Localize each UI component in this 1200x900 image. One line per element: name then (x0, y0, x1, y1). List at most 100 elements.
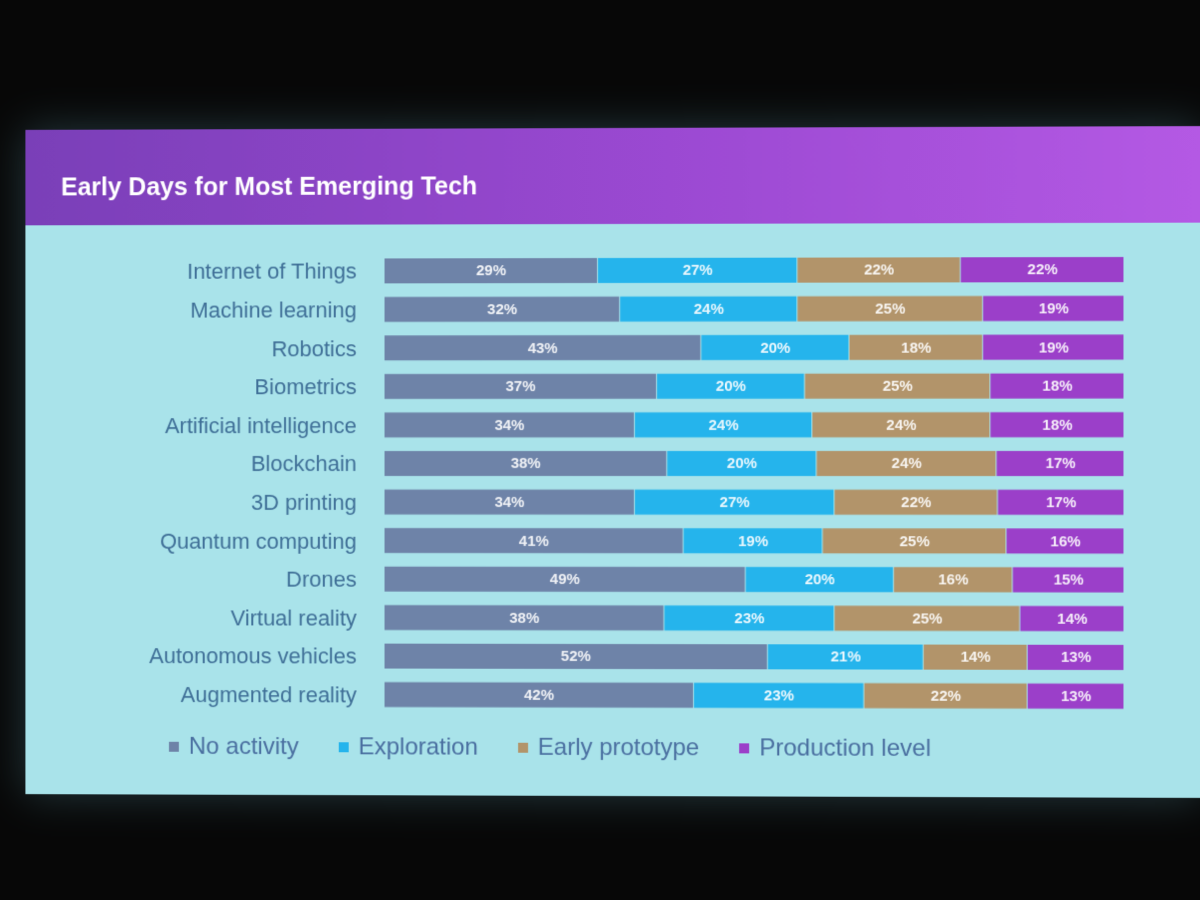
data-label: 13% (1061, 688, 1091, 705)
legend-swatch (739, 743, 750, 754)
legend-swatch (168, 741, 179, 752)
data-label: 32% (487, 301, 517, 318)
bar-segment (384, 489, 634, 515)
data-label: 27% (683, 262, 713, 279)
bar-segment (767, 644, 923, 670)
data-label: 23% (764, 687, 794, 704)
data-label: 19% (1039, 339, 1069, 356)
data-label: 25% (875, 301, 905, 318)
bar-segment (983, 334, 1124, 360)
data-label: 25% (900, 533, 930, 550)
legend-item: Production level (739, 734, 931, 763)
bar-segment (657, 373, 804, 399)
category-label: Autonomous vehicles (149, 644, 357, 669)
data-label: 49% (550, 571, 580, 588)
category-label: 3D printing (251, 490, 357, 515)
data-label: 22% (931, 688, 961, 705)
category-label: Robotics (272, 336, 357, 361)
data-label: 38% (511, 455, 541, 472)
bar-segment (385, 334, 700, 362)
legend-label: No activity (188, 732, 299, 761)
bar-segment (834, 605, 1020, 632)
stacked-bar-chart: Internet of Things 29% 27% 22% 22% Machine le… (149, 256, 1124, 709)
bar-segment (864, 683, 1027, 709)
data-label: 38% (509, 610, 539, 627)
data-label: 20% (727, 455, 757, 472)
bar-segment (667, 450, 816, 477)
bar-segment (598, 257, 797, 284)
data-label: 24% (886, 417, 916, 434)
bar-segment (1006, 528, 1124, 554)
data-label: 37% (506, 378, 536, 395)
data-label: 21% (831, 649, 861, 666)
bar-segment (797, 257, 960, 283)
legend-item: Exploration (338, 733, 478, 761)
bar-segment (816, 450, 996, 477)
bar-segment (634, 412, 812, 438)
data-label: 34% (495, 417, 525, 434)
bar-segment (983, 295, 1124, 322)
legend-label: Production level (759, 734, 931, 762)
data-label: 41% (519, 533, 549, 550)
bar-segment (385, 412, 634, 439)
data-label: 15% (1053, 572, 1083, 589)
data-label: 18% (901, 339, 931, 356)
data-label: 17% (1046, 494, 1076, 511)
bar-segment (1027, 644, 1124, 671)
category-label: Virtual reality (231, 605, 357, 630)
data-label: 16% (938, 572, 968, 589)
bar-segment (990, 412, 1124, 438)
data-label: 16% (1050, 533, 1080, 550)
data-label: 25% (912, 610, 942, 627)
bar-segment (797, 296, 983, 322)
bar-segment (701, 334, 849, 361)
data-label: 20% (805, 571, 835, 588)
legend-swatch (338, 742, 349, 753)
category-label: Artificial intelligence (165, 413, 357, 438)
bar-segment (1027, 683, 1124, 709)
data-label: 14% (961, 649, 991, 666)
data-label: 42% (524, 687, 554, 704)
bar-segment (384, 643, 767, 670)
bar-segment (990, 373, 1124, 399)
bar-segment (384, 450, 667, 477)
data-label: 29% (476, 263, 506, 280)
data-label: 22% (864, 262, 894, 279)
bar-segment (385, 296, 620, 323)
bar-segment (385, 566, 744, 593)
bar-segment (849, 334, 983, 360)
bar-segment (893, 567, 1012, 593)
data-label: 24% (694, 301, 724, 318)
data-label: 20% (716, 378, 746, 395)
data-label: 23% (734, 610, 764, 627)
data-label: 25% (883, 378, 913, 395)
bar-segment (385, 527, 683, 555)
data-label: 17% (1045, 455, 1075, 472)
bar-segment (620, 296, 797, 322)
data-label: 19% (738, 533, 768, 550)
data-label: 24% (709, 417, 739, 434)
bar-segment (812, 412, 990, 438)
bar-segment (385, 682, 693, 709)
data-label: 52% (561, 648, 591, 665)
bar-segment (694, 682, 864, 709)
legend-label: Exploration (358, 733, 478, 761)
data-label: 34% (495, 494, 525, 511)
category-label: Biometrics (255, 374, 357, 399)
category-label: Blockchain (251, 451, 357, 476)
category-label: Augmented reality (181, 682, 357, 707)
bar-segment (960, 256, 1124, 283)
data-label: 22% (1027, 262, 1057, 279)
data-label: 43% (528, 340, 558, 357)
bar-segment (996, 450, 1124, 477)
category-label: Quantum computing (160, 528, 357, 553)
category-label: Machine learning (190, 297, 356, 322)
bar-segment (923, 644, 1027, 670)
bar-segment (385, 373, 656, 400)
data-label: 13% (1061, 649, 1091, 666)
category-label: Internet of Things (187, 259, 357, 284)
legend-label: Early prototype (537, 733, 700, 762)
bar-segment (683, 528, 822, 554)
category-label: Drones (286, 567, 357, 592)
bar-segment (745, 566, 893, 593)
